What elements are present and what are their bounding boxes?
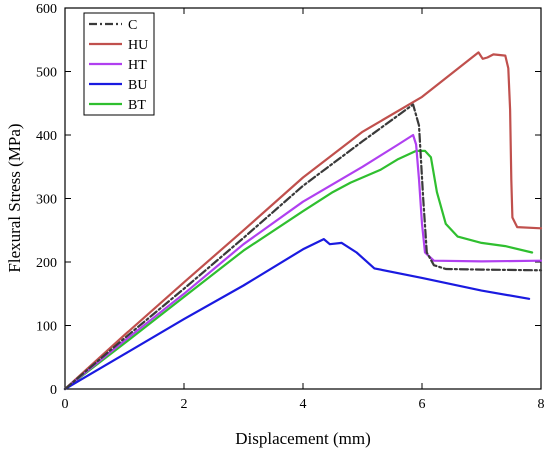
x-tick-label: 4	[300, 397, 307, 412]
series-line-c	[63, 103, 543, 391]
legend-label-bu: BU	[128, 78, 147, 93]
x-tick-label: 6	[419, 397, 426, 412]
y-tick-label: 500	[36, 66, 57, 81]
y-tick-label: 400	[36, 129, 57, 144]
series-line-bu	[63, 238, 531, 391]
series-line-ht	[63, 133, 543, 391]
series-line-hu	[63, 51, 543, 391]
y-tick-label: 0	[50, 383, 57, 398]
ticks: 0 2 4 6 8 0 100 200 300 400 500 600	[36, 2, 545, 412]
y-axis-title: Flexural Stress (MPa)	[5, 123, 24, 272]
series-layer	[63, 51, 543, 391]
y-tick-label: 300	[36, 193, 57, 208]
legend-label-ht: HT	[128, 58, 147, 73]
y-tick-label: 600	[36, 2, 57, 17]
legend-label-bt: BT	[128, 98, 146, 113]
series-line-bt	[63, 149, 534, 391]
y-tick-label: 200	[36, 256, 57, 271]
y-tick-label: 100	[36, 320, 57, 335]
x-tick-label: 0	[62, 397, 69, 412]
legend-label-c: C	[128, 18, 137, 33]
x-tick-label: 8	[538, 397, 545, 412]
x-axis-title: Displacement (mm)	[235, 429, 371, 448]
legend: C HU HT BU BT	[83, 12, 155, 116]
legend-label-hu: HU	[128, 38, 148, 53]
x-tick-label: 2	[181, 397, 188, 412]
